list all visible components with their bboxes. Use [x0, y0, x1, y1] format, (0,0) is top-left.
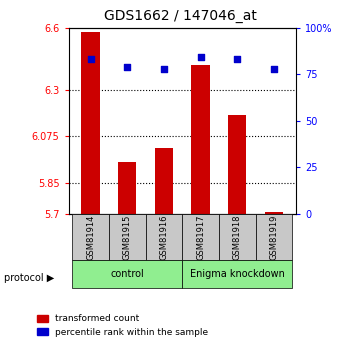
Bar: [219, 214, 256, 260]
Bar: [191, 65, 210, 214]
Text: GDS1662 / 147046_at: GDS1662 / 147046_at: [104, 9, 257, 23]
Text: GSM81916: GSM81916: [160, 215, 169, 260]
Text: control: control: [110, 269, 144, 279]
Point: [88, 57, 93, 62]
Point: [125, 64, 130, 69]
Text: protocol ▶: protocol ▶: [4, 273, 54, 283]
Bar: [265, 212, 283, 214]
Bar: [109, 214, 145, 260]
Point: [271, 66, 277, 71]
Bar: [228, 115, 247, 214]
Bar: [155, 148, 173, 214]
Text: Enigma knockdown: Enigma knockdown: [190, 269, 285, 279]
Bar: [118, 162, 136, 214]
Bar: [72, 260, 182, 288]
Text: GSM81915: GSM81915: [123, 215, 132, 260]
Bar: [182, 214, 219, 260]
Bar: [145, 214, 182, 260]
Legend: transformed count, percentile rank within the sample: transformed count, percentile rank withi…: [34, 311, 212, 341]
Bar: [182, 260, 292, 288]
Text: GSM81918: GSM81918: [233, 215, 242, 260]
Point: [234, 57, 240, 62]
Bar: [72, 214, 109, 260]
Text: GSM81919: GSM81919: [270, 215, 278, 260]
Bar: [256, 214, 292, 260]
Text: GSM81914: GSM81914: [86, 215, 95, 260]
Point: [161, 66, 167, 71]
Text: GSM81917: GSM81917: [196, 215, 205, 260]
Point: [198, 55, 204, 60]
Bar: [82, 32, 100, 214]
